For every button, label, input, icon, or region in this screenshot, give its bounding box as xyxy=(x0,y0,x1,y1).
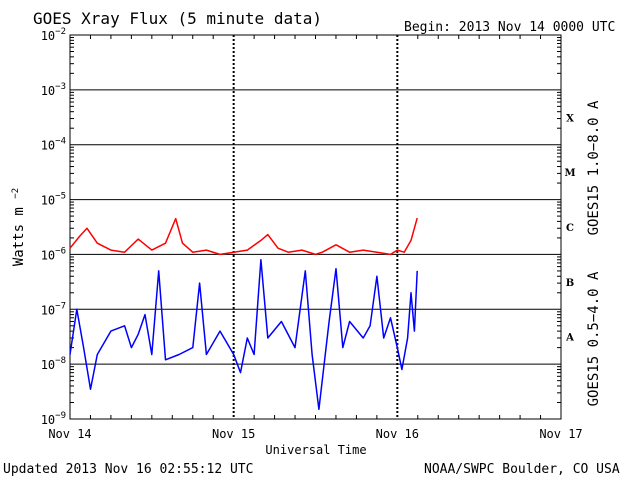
y-axis-tick-labels: 10−2 10−3 10−4 10−5 10−6 10−7 10−8 10−9 xyxy=(41,27,66,427)
credit-label: NOAA/SWPC Boulder, CO USA xyxy=(424,462,620,477)
series-line-long xyxy=(69,217,418,256)
flare-class-label: X xyxy=(566,113,574,124)
x-tick-label: Nov 15 xyxy=(212,427,255,441)
y-tick-label: 10−6 xyxy=(41,246,66,262)
plot-frame xyxy=(69,34,562,420)
flare-class-label: A xyxy=(565,333,574,344)
y-tick-label: 10−7 xyxy=(41,301,66,317)
series-line-short xyxy=(69,258,418,411)
x-tick-label: Nov 14 xyxy=(48,427,91,441)
y-tick-label: 10−5 xyxy=(41,192,66,208)
x-axis: Nov 14 Nov 15 Nov 16 Nov 17 xyxy=(48,35,583,441)
flare-class-labels: X M C B A xyxy=(564,113,575,343)
series-label-long: GOES15 1.0−8.0 A xyxy=(586,100,602,235)
y-tick-label: 10−9 xyxy=(41,411,66,427)
flare-class-label: B xyxy=(566,278,574,289)
x-axis-title: Universal Time xyxy=(265,443,366,457)
y-tick-label: 10−4 xyxy=(41,137,66,153)
flare-class-label: C xyxy=(566,223,574,234)
y-axis-title: Watts m −2 xyxy=(11,188,27,266)
decade-grid xyxy=(70,37,561,403)
chart-title: GOES Xray Flux (5 minute data) xyxy=(33,9,322,28)
x-tick-label: Nov 16 xyxy=(376,427,419,441)
flare-class-label: M xyxy=(564,168,575,179)
y-tick-label: 10−3 xyxy=(41,82,66,98)
flux-series xyxy=(69,217,418,411)
updated-timestamp: Updated 2013 Nov 16 02:55:12 UTC xyxy=(3,462,253,477)
begin-time-label: Begin: 2013 Nov 14 0000 UTC xyxy=(404,20,615,35)
x-tick-label: Nov 17 xyxy=(539,427,582,441)
y-tick-label: 10−8 xyxy=(41,356,66,372)
series-label-short: GOES15 0.5−4.0 A xyxy=(586,271,602,406)
y-tick-label: 10−2 xyxy=(41,27,66,43)
